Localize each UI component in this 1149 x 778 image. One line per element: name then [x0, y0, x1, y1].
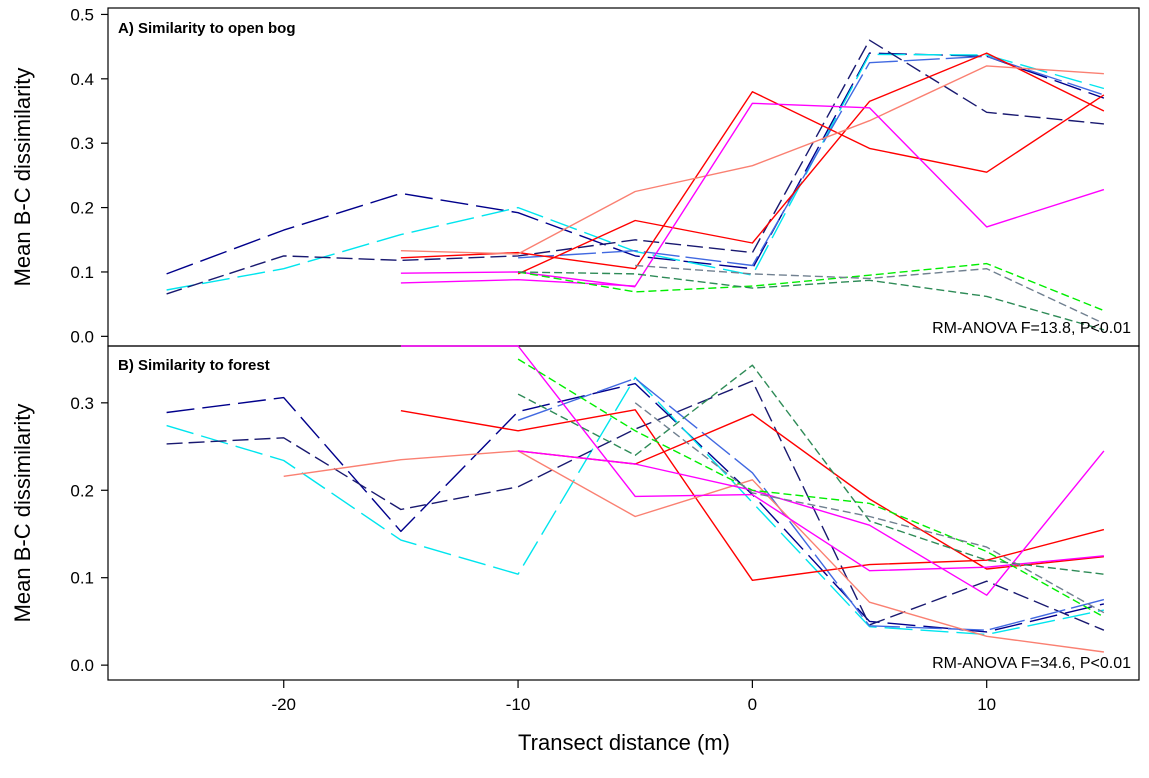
- panel-a-title: A) Similarity to open bog: [118, 20, 296, 37]
- panel-a-series-line-3: [166, 39, 1104, 295]
- panel-b-frame: [107, 345, 1140, 681]
- panel-b-y-axis: 0.0 0.1 0.2 0.3: [70, 394, 108, 675]
- panel-b-y-tick-label: 0.2: [70, 481, 94, 500]
- panel-b-series: [166, 345, 1105, 653]
- panel-b-y-tick-label: 0.0: [70, 656, 94, 675]
- panel-a-series-line-1: [166, 52, 1105, 275]
- panel-a-y-tick-label: 0.0: [70, 327, 94, 346]
- x-tick-label: 0: [748, 695, 757, 714]
- panel-b-series-line-11: [517, 364, 1104, 575]
- panel-a-y-axis-title: Mean B-C dissimilarity: [10, 68, 35, 287]
- panel-a-series-line-7: [400, 65, 1104, 255]
- panel-a-series-line-8: [400, 102, 1105, 287]
- panel-a-y-axis: 0.0 0.1 0.2 0.3 0.4 0.5: [70, 5, 108, 346]
- panel-a-frame: [107, 7, 1140, 347]
- x-axis: -20 -10 0 10: [271, 680, 996, 714]
- panel-b-series-line-4: [517, 377, 1105, 631]
- panel-b-y-tick-label: 0.3: [70, 394, 94, 413]
- panel-b-series-line-5: [400, 409, 1105, 581]
- x-tick-label: -10: [506, 695, 531, 714]
- panel-b-series-line-10: [517, 358, 1105, 618]
- panel-a-y-tick-label: 0.4: [70, 70, 94, 89]
- x-tick-label: -20: [271, 695, 296, 714]
- panel-a-y-tick-label: 0.2: [70, 199, 94, 218]
- panel-a-series-line-12: [635, 264, 1105, 325]
- panel-b-y-axis-title: Mean B-C dissimilarity: [10, 404, 35, 623]
- panel-b-series-line-3: [166, 380, 1105, 631]
- panel-a-series-line-2: [166, 53, 1105, 291]
- panel-a-series-line-11: [518, 271, 1105, 331]
- panel-b-title: B) Similarity to forest: [118, 357, 270, 374]
- panel-a-anova-annotation: RM-ANOVA F=13.8, P<0.01: [932, 320, 1131, 337]
- panel-b-series-line-9: [518, 450, 1105, 596]
- panel-b-series-line-12: [634, 402, 1105, 614]
- panel-b-anova-annotation: RM-ANOVA F=34.6, P<0.01: [932, 655, 1131, 672]
- panel-b-similarity-forest: 0.0 0.1 0.2 0.3 -20 -10 0 10 B) Similarity to …: [70, 345, 1140, 714]
- panel-b-y-tick-label: 0.1: [70, 569, 94, 588]
- panel-b-series-line-1: [166, 382, 1105, 633]
- panel-a-y-tick-label: 0.1: [70, 263, 94, 282]
- panel-a-series: [166, 39, 1105, 331]
- panel-a-series-line-10: [517, 262, 1105, 312]
- panel-a-series-line-5: [400, 90, 1105, 270]
- panel-a-y-tick-label: 0.5: [70, 5, 94, 24]
- x-tick-label: 10: [977, 695, 996, 714]
- panel-b-series-line-7: [283, 450, 1104, 653]
- panel-b-series-line-8: [400, 345, 1104, 572]
- panel-b-series-line-6: [518, 413, 1104, 570]
- panel-b-series-line-2: [166, 376, 1105, 636]
- panel-a-series-line-6: [517, 52, 1105, 275]
- x-axis-title: Transect distance (m): [518, 730, 730, 755]
- panel-a-y-tick-label: 0.3: [70, 134, 94, 153]
- panel-a-similarity-open-bog: 0.0 0.1 0.2 0.3 0.4 0.5 A) Similarity to open…: [70, 5, 1140, 347]
